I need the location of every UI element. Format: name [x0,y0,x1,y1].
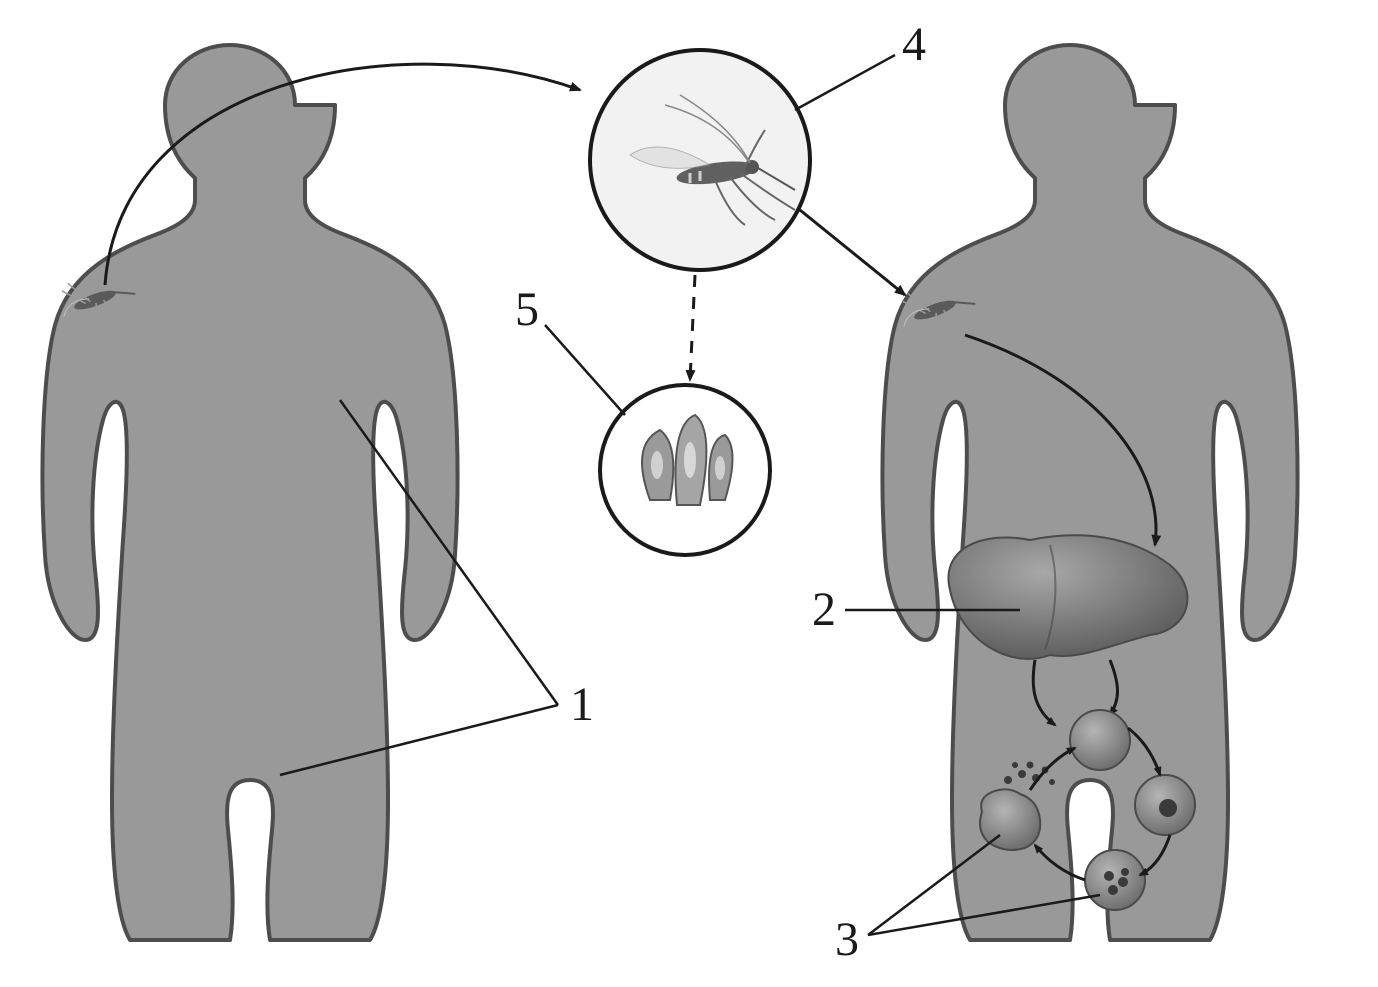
label-5: 5 [515,283,539,336]
leader-5 [545,325,625,415]
arrow-mosquito-to-spores [690,275,695,380]
label-3: 3 [835,913,859,966]
label-2: 2 [812,583,836,636]
leader-4 [795,55,895,110]
label-1: 1 [570,678,594,731]
mosquito-circle [590,50,810,270]
lifecycle-diagram: 1 2 3 4 5 [0,0,1378,987]
label-4: 4 [902,18,926,71]
human-left [42,45,457,940]
human-right [882,45,1297,940]
arrow-mosquito-to-right [800,210,905,295]
spores-circle [600,385,770,555]
